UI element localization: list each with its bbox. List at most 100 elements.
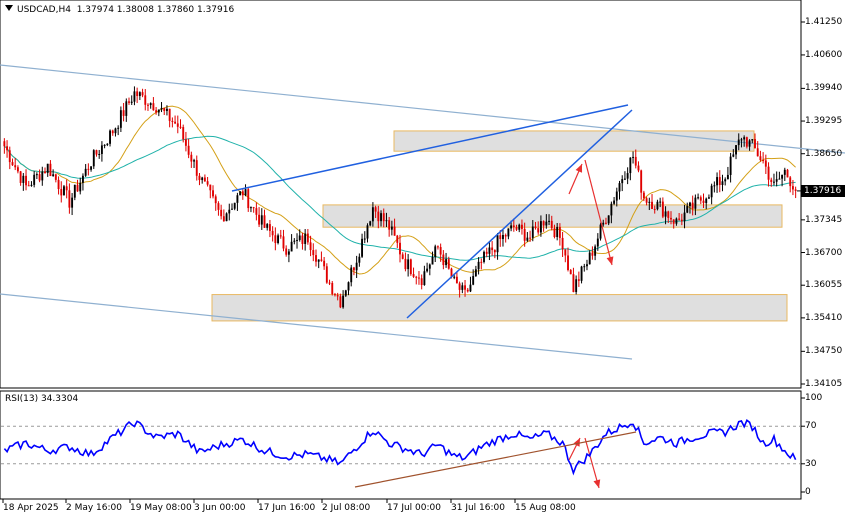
dropdown-triangle-icon[interactable] [5, 5, 13, 11]
candle-body [496, 235, 499, 253]
candle [716, 172, 719, 193]
candle-body [721, 181, 724, 185]
candle-body [298, 235, 301, 240]
time-tick-label: 17 Jun 16:00 [258, 503, 316, 513]
candle-body [57, 179, 60, 190]
candle-body [596, 238, 599, 247]
candle [304, 229, 307, 251]
candle [642, 190, 645, 202]
candle-body [434, 246, 437, 257]
rsi-header: RSI(13) 34.3304 [5, 394, 79, 404]
candle [22, 173, 25, 191]
candle-body [198, 175, 201, 181]
candle [428, 263, 431, 276]
candle [255, 202, 258, 221]
candle [439, 243, 442, 262]
candle-body [756, 148, 759, 157]
candle [651, 194, 653, 210]
candle [504, 233, 507, 243]
candle [138, 91, 141, 101]
candle [707, 194, 710, 199]
candle [136, 87, 139, 104]
candle-body [694, 197, 697, 209]
candle [656, 199, 659, 211]
candle-body [637, 165, 640, 171]
candle [621, 175, 624, 192]
time-tick-label: 31 Jul 16:00 [451, 503, 505, 513]
candle [287, 248, 290, 263]
candle [193, 158, 195, 168]
candle [252, 206, 255, 213]
candle-body [483, 251, 485, 262]
candle-body [231, 208, 233, 210]
candle-body [504, 235, 507, 237]
candle-body [128, 101, 130, 103]
candle [591, 246, 594, 260]
candle-body [770, 179, 773, 182]
candle [558, 223, 561, 246]
candle-body [710, 185, 713, 198]
candle [35, 172, 38, 180]
candle-body [103, 144, 106, 146]
candle-body [686, 206, 689, 213]
candle-body [260, 215, 263, 225]
candle [545, 214, 548, 229]
time-tick-label: 18 Apr 2025 [3, 503, 59, 513]
candle-body [176, 123, 179, 127]
candle-body [190, 154, 193, 162]
candle [63, 184, 65, 196]
candle [789, 176, 792, 193]
candle-body [531, 226, 534, 238]
candle-body [667, 211, 670, 218]
candle-body [220, 209, 223, 217]
candle [279, 229, 282, 239]
candle-body [355, 262, 358, 271]
candle [464, 279, 466, 297]
candle-body [396, 235, 399, 243]
candle-body [214, 196, 217, 204]
candle-body [491, 247, 494, 251]
price-panel-frame [0, 0, 802, 389]
candle [697, 193, 700, 200]
candle-body [502, 235, 504, 240]
candle [754, 133, 756, 149]
candle [293, 238, 296, 245]
price-tick-label: 1.36700 [805, 247, 843, 258]
candle [526, 232, 529, 242]
candle-body [642, 192, 645, 199]
candle-body [729, 156, 732, 175]
candle-body [377, 211, 380, 222]
candle-body [632, 156, 634, 158]
candle-body [713, 185, 716, 187]
candle-body [580, 266, 583, 281]
candle [38, 169, 41, 183]
candle [580, 265, 583, 284]
candle-body [347, 282, 350, 291]
candle [155, 107, 158, 115]
candle [632, 151, 634, 164]
rising-wedge [231, 104, 633, 319]
candle [103, 144, 106, 149]
candle-body [184, 139, 187, 146]
candle-body [52, 174, 55, 177]
time-tick-label: 3 Jun 00:00 [194, 503, 246, 513]
candle [3, 138, 6, 154]
candle-body [726, 174, 729, 180]
candle [190, 151, 193, 168]
candle [241, 189, 244, 200]
candle [187, 138, 190, 159]
candle [44, 167, 46, 174]
candle [770, 177, 773, 187]
candle [73, 184, 76, 201]
candle [147, 103, 149, 111]
candle-body [507, 228, 510, 237]
candle-body [76, 184, 79, 192]
candle-body [577, 279, 580, 281]
candle [664, 206, 667, 225]
candle-body [569, 269, 572, 275]
candle-body [718, 177, 721, 185]
axis-ticks [2, 21, 805, 503]
candle-body [233, 202, 236, 209]
